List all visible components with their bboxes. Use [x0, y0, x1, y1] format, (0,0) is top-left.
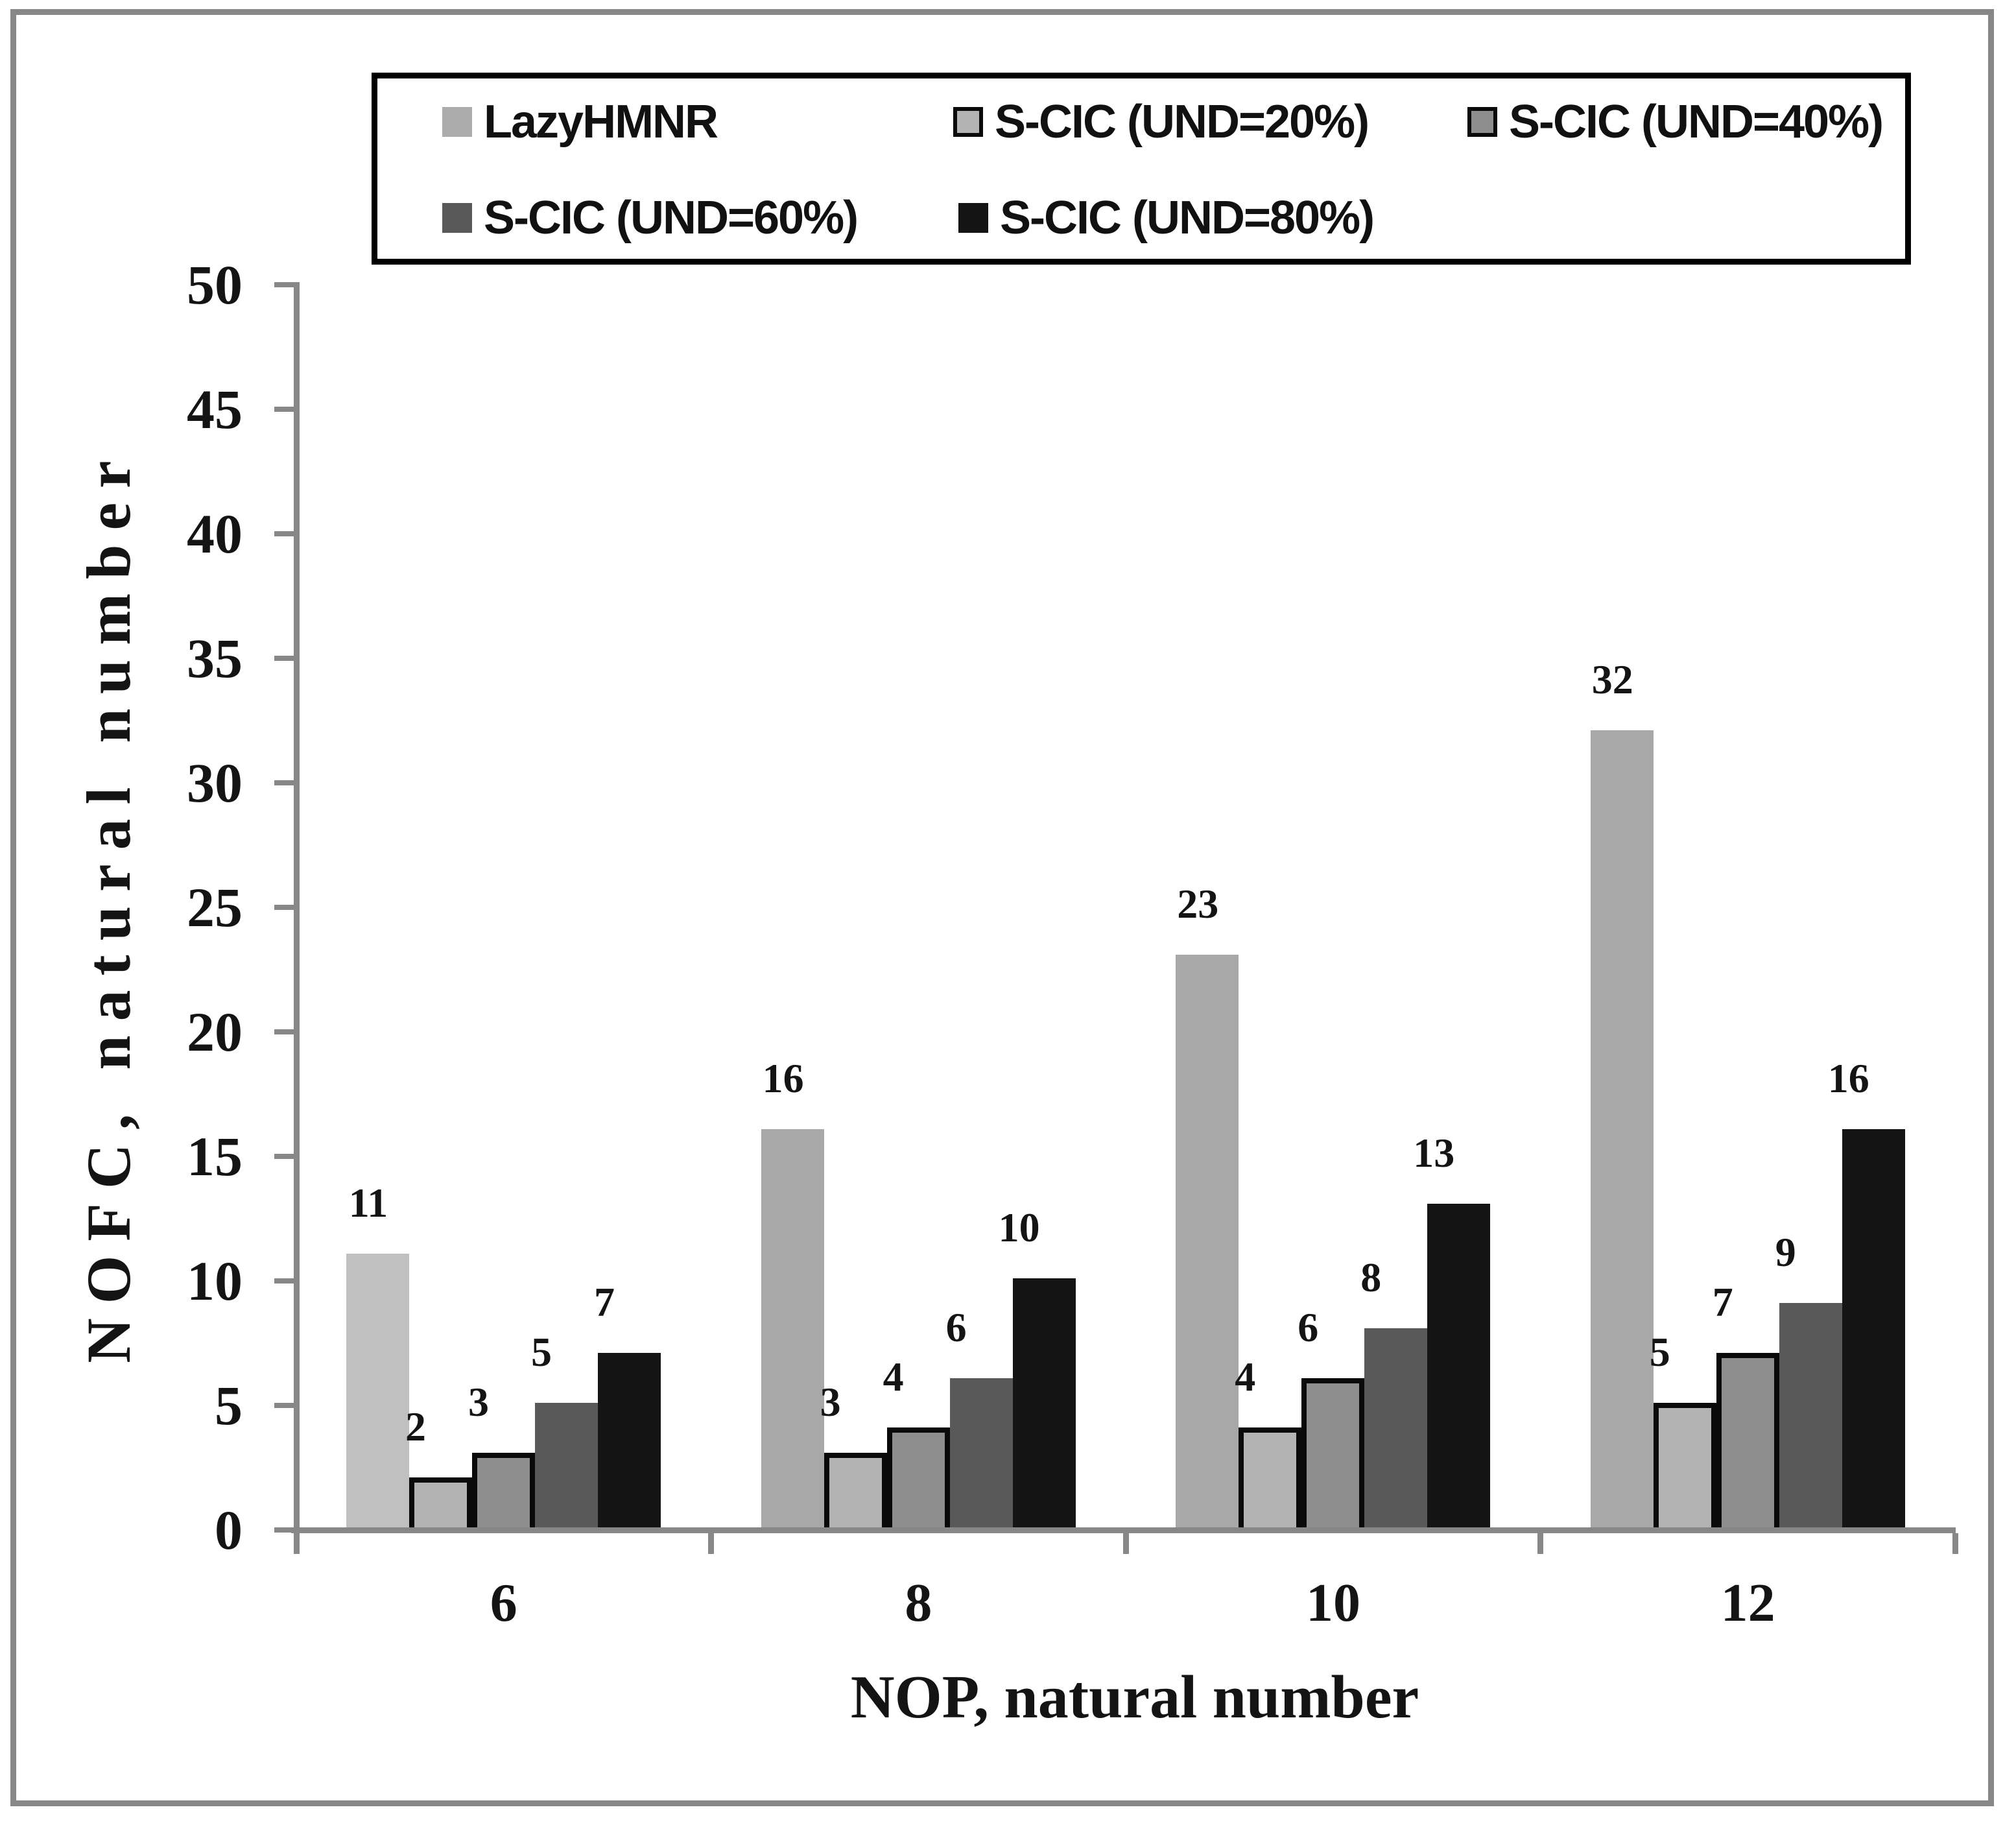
bar-label-6-s-cic-und-60: 5 [531, 1329, 552, 1375]
bar-6-s-cic-und-60 [535, 1403, 598, 1527]
legend-label-s-cic-und-20: S-CIC (UND=20%) [995, 96, 1370, 148]
bar-label-10-s-cic-und-20: 4 [1235, 1354, 1256, 1400]
legend-label-s-cic-und-60: S-CIC (UND=60%) [484, 192, 859, 244]
bar-10-s-cic-und-60 [1364, 1328, 1428, 1527]
bar-label-6-s-cic-und-80: 7 [594, 1279, 615, 1326]
y-tick-15 [274, 1154, 294, 1159]
figure-frame [10, 9, 1994, 1806]
y-tick-45 [274, 407, 294, 412]
y-tick-50 [274, 282, 294, 287]
y-tick-35 [274, 656, 294, 661]
y-tick-label-25: 25 [187, 876, 243, 938]
y-tick-10 [274, 1278, 294, 1284]
y-tick-25 [274, 905, 294, 910]
x-axis-title: NOP, natural number [850, 1664, 1419, 1731]
y-tick-label-40: 40 [187, 503, 243, 565]
legend-item-s-cic-und-60: S-CIC (UND=60%) [442, 192, 859, 244]
bar-label-12-s-cic-und-40: 7 [1712, 1279, 1733, 1326]
bar-label-10-s-cic-und-60: 8 [1360, 1254, 1382, 1300]
x-tick-1 [708, 1533, 715, 1554]
y-tick-label-10: 10 [187, 1250, 243, 1312]
bar-label-6-s-cic-und-40: 3 [468, 1378, 489, 1425]
x-tick-2 [1122, 1533, 1129, 1554]
bar-12-s-cic-und-40 [1716, 1353, 1779, 1527]
y-tick-5 [274, 1403, 294, 1408]
x-category-label-10: 10 [1306, 1573, 1360, 1633]
bar-10-s-cic-und-80 [1427, 1203, 1491, 1527]
bar-6-s-cic-und-20 [409, 1477, 472, 1527]
bar-label-10-lazyhmnr: 23 [1177, 880, 1219, 927]
legend-item-s-cic-und-40: S-CIC (UND=40%) [1467, 96, 1884, 148]
bar-8-s-cic-und-80 [1012, 1278, 1076, 1527]
x-tick-0 [293, 1533, 300, 1554]
bar-label-6-lazyhmnr: 11 [348, 1179, 388, 1226]
y-tick-label-15: 15 [187, 1125, 243, 1188]
x-axis-line [291, 1527, 1956, 1533]
y-tick-label-20: 20 [187, 1001, 243, 1063]
bar-10-lazyhmnr [1176, 954, 1239, 1527]
bar-label-10-s-cic-und-80: 13 [1413, 1129, 1455, 1176]
bar-6-s-cic-und-80 [598, 1353, 661, 1527]
legend-swatch-s-cic-und-20 [953, 107, 983, 137]
y-tick-0 [274, 1527, 294, 1533]
legend-swatch-s-cic-und-40 [1467, 107, 1497, 137]
y-tick-label-5: 5 [215, 1374, 243, 1437]
legend-item-lazyhmnr: LazyHMNR [442, 96, 718, 148]
bar-label-12-s-cic-und-20: 5 [1649, 1329, 1670, 1375]
x-category-label-8: 8 [905, 1573, 932, 1633]
y-tick-label-45: 45 [187, 378, 243, 440]
bar-12-s-cic-und-20 [1653, 1403, 1716, 1527]
bar-label-8-lazyhmnr: 16 [762, 1055, 804, 1101]
bar-label-8-s-cic-und-60: 6 [945, 1304, 967, 1350]
bar-12-s-cic-und-60 [1779, 1303, 1842, 1527]
bar-8-lazyhmnr [761, 1128, 824, 1527]
bar-6-lazyhmnr [346, 1253, 409, 1527]
bar-8-s-cic-und-20 [824, 1452, 887, 1527]
legend-label-s-cic-und-80: S-CIC (UND=80%) [1000, 192, 1375, 244]
y-tick-label-0: 0 [215, 1499, 243, 1561]
legend-label-s-cic-und-40: S-CIC (UND=40%) [1509, 96, 1884, 148]
legend-item-s-cic-und-80: S-CIC (UND=80%) [958, 192, 1375, 244]
bar-10-s-cic-und-20 [1239, 1427, 1302, 1527]
y-tick-40 [274, 531, 294, 536]
y-tick-30 [274, 780, 294, 785]
bar-12-s-cic-und-80 [1842, 1128, 1905, 1527]
legend-label-lazyhmnr: LazyHMNR [484, 96, 718, 148]
x-tick-3 [1537, 1533, 1544, 1554]
bar-6-s-cic-und-40 [472, 1452, 535, 1527]
y-tick-label-50: 50 [187, 254, 243, 316]
bar-12-lazyhmnr [1590, 730, 1654, 1527]
bar-label-10-s-cic-und-40: 6 [1298, 1304, 1319, 1350]
bar-label-12-lazyhmnr: 32 [1591, 656, 1633, 703]
bar-label-8-s-cic-und-40: 4 [883, 1354, 904, 1400]
legend-swatch-s-cic-und-80 [958, 203, 988, 233]
bar-8-s-cic-und-60 [949, 1378, 1013, 1527]
bar-8-s-cic-und-40 [886, 1427, 950, 1527]
y-tick-label-35: 35 [187, 627, 243, 689]
x-category-label-12: 12 [1720, 1573, 1775, 1633]
x-tick-4 [1952, 1533, 1958, 1554]
bar-label-6-s-cic-und-20: 2 [405, 1403, 426, 1450]
legend-item-s-cic-und-20: S-CIC (UND=20%) [953, 96, 1370, 148]
y-tick-20 [274, 1029, 294, 1034]
legend-swatch-s-cic-und-60 [442, 203, 472, 233]
bar-label-8-s-cic-und-20: 3 [820, 1378, 841, 1425]
legend: LazyHMNR S-CIC (UND=20%) S-CIC (UND=40%) S-… [372, 73, 1911, 265]
x-category-label-6: 6 [490, 1573, 517, 1633]
bar-label-8-s-cic-und-80: 10 [998, 1204, 1040, 1250]
y-axis-line [294, 282, 300, 1533]
bar-label-12-s-cic-und-80: 16 [1827, 1055, 1869, 1101]
bar-10-s-cic-und-40 [1301, 1378, 1365, 1527]
y-tick-label-30: 30 [187, 752, 243, 814]
bar-label-12-s-cic-und-60: 9 [1775, 1229, 1796, 1276]
legend-swatch-lazyhmnr [442, 107, 472, 137]
